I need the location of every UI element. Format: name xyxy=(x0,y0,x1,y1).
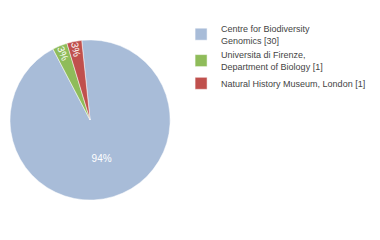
svg-text:Centre for BiodiversityGenomic: Centre for BiodiversityGenomics [30] xyxy=(221,24,310,46)
svg-text:3%: 3% xyxy=(55,44,71,63)
svg-text:Universita di Firenze,Departme: Universita di Firenze,Department of Biol… xyxy=(221,50,323,72)
svg-text:94%: 94% xyxy=(92,153,112,164)
svg-text:Natural History Museum, London: Natural History Museum, London [1] xyxy=(221,79,365,89)
svg-text:3%: 3% xyxy=(69,41,83,57)
